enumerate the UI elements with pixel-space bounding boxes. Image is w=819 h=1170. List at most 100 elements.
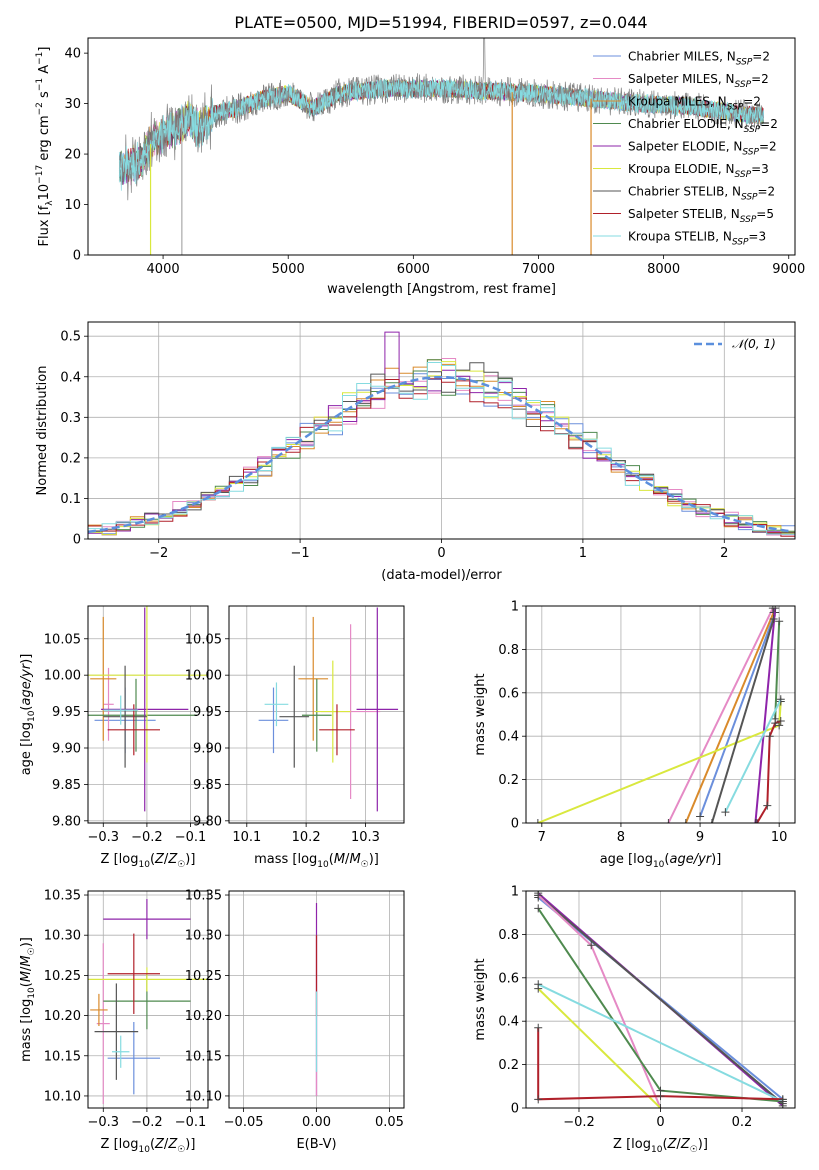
x-tick-label: 0.2 — [732, 1115, 753, 1130]
panel-cum-age: 7 8 9 10 0 0.2 0.4 0.6 0.8 1 age [log10(age/yr)] ma… — [473, 600, 796, 870]
mass-weight-line — [537, 983, 784, 1103]
y-tick-label: 0.6 — [498, 686, 519, 701]
panel-spectrum: 4000 5000 6000 7000 8000 9000 0 10 20 30 40 wavelen… — [35, 37, 805, 297]
y-tick-label: 10.30 — [44, 929, 81, 944]
legend-suffix: =2 — [759, 140, 777, 154]
y-tick-label: 0.2 — [498, 1058, 519, 1073]
y-tick-label: 9.85 — [193, 778, 222, 793]
spectrum-lines — [118, 38, 764, 255]
y-tick-label: 10.15 — [185, 1049, 222, 1064]
plus-marker — [751, 819, 760, 823]
y-axis-label: Normed distribution — [35, 366, 50, 496]
y-tick-label: 10.35 — [185, 889, 222, 904]
y-tick-label: 0.4 — [498, 730, 519, 745]
y-tick-label: 10.10 — [185, 1089, 222, 1104]
x-axis-label: (data-model)/error — [381, 568, 502, 583]
x-tick-label: 1 — [579, 546, 587, 561]
mass-weight-line — [684, 612, 775, 823]
y-tick-label: 10.05 — [185, 632, 222, 647]
legend-label: Salpeter STELIB, NSSP=5 — [628, 207, 774, 225]
mass-weight-lines — [534, 891, 787, 1108]
plus-marker — [776, 717, 785, 726]
figure-title: PLATE=0500, MJD=51994, FIBERID=0597, z=0… — [234, 13, 647, 32]
mass-weight-line — [537, 894, 662, 1108]
y-axis-label: mass [log10(M/M☉)] — [19, 937, 37, 1062]
legend: Chabrier MILES, NSSP=2 Salpeter MILES, NS… — [593, 50, 778, 248]
plus-marker — [771, 719, 780, 728]
x-tick-label: −1 — [291, 546, 310, 561]
legend-sub: SSP — [735, 80, 752, 90]
mass-weight-line — [724, 698, 782, 813]
plus-marker — [534, 904, 543, 913]
panel-residuals: −2 −1 0 1 2 0 0.1 0.2 0.3 0.4 0.5 𝒩(0, 1) (data-mode… — [35, 321, 796, 583]
x-axis-label: Z [log10(Z/Z☉)] — [101, 1137, 196, 1155]
legend-suffix: =2 — [752, 50, 770, 64]
y-tick-label: 0.8 — [498, 928, 519, 943]
x-tick-label: 9 — [696, 830, 704, 845]
plus-marker — [776, 695, 785, 704]
axes-frame — [525, 605, 796, 824]
legend-suffix: =3 — [748, 230, 766, 244]
x-tick-label: 4000 — [147, 262, 180, 277]
y-tick-label: 0.4 — [60, 370, 81, 385]
axes-frame — [228, 605, 405, 824]
panel-z-mass: −0.3 −0.2 −0.1 10.10 10.15 10.20 10.25 10.30 10.… — [19, 889, 209, 1155]
mass-weight-line — [537, 894, 784, 1105]
plus-marker — [533, 819, 542, 823]
errorbars — [88, 606, 208, 812]
x-tick-label: 10.1 — [232, 830, 261, 845]
x-tick-label: −0.1 — [175, 830, 207, 845]
mass-weight-line — [537, 1027, 783, 1101]
legend-suffix: =2 — [743, 95, 761, 109]
plus-marker — [765, 732, 774, 741]
y-tick-label: 0 — [511, 1102, 519, 1117]
axes-frame — [87, 605, 209, 824]
x-tick-label: 6000 — [397, 262, 430, 277]
y-tick-label: 9.90 — [193, 741, 222, 756]
x-tick-label: 0.00 — [302, 1115, 331, 1130]
y-tick-label: 10.25 — [44, 969, 81, 984]
x-axis-label: wavelength [Angstrom, rest frame] — [327, 282, 556, 297]
plus-marker — [664, 819, 673, 823]
plus-marker — [771, 606, 780, 613]
axes-frame — [87, 321, 796, 540]
plus-marker — [534, 891, 543, 900]
legend-label: Chabrier STELIB, NSSP=2 — [628, 185, 775, 203]
legend-suffix: =2 — [758, 185, 776, 199]
legend-label: Kroupa STELIB, NSSP=3 — [628, 230, 766, 248]
legend-sub: SSP — [727, 103, 744, 113]
x-tick-label: 10 — [771, 830, 788, 845]
y-tick-label: 10.20 — [44, 1009, 81, 1024]
legend-sub: SSP — [741, 193, 758, 203]
mass-weight-line — [710, 618, 775, 823]
y-tick-label: 1 — [511, 600, 519, 615]
mass-weight-line — [774, 621, 781, 719]
errorbars — [258, 607, 399, 812]
mass-weight-line — [699, 612, 777, 817]
y-tick-label: 0.2 — [60, 451, 81, 466]
plus-marker — [534, 1023, 543, 1032]
plus-marker — [721, 808, 730, 817]
plus-marker — [656, 1092, 665, 1101]
y-tick-label: 1 — [511, 885, 519, 900]
x-tick-label: 7 — [538, 830, 546, 845]
y-tick-label: 0.1 — [60, 492, 81, 507]
x-tick-label: 5000 — [272, 262, 305, 277]
x-tick-label: 10.2 — [292, 830, 321, 845]
panel-mass-age: 10.1 10.2 10.3 9.80 9.85 9.90 9.95 10.00 10.05 ma… — [185, 605, 405, 870]
y-tick-label: 9.90 — [52, 741, 81, 756]
y-tick-label: 10.00 — [44, 669, 81, 684]
legend-label: Chabrier ELODIE, NSSP=2 — [628, 117, 778, 135]
panel-z-age: −0.3 −0.2 −0.1 9.80 9.85 9.90 9.95 10.00 10.05 Z … — [19, 605, 209, 870]
x-tick-label: −0.3 — [87, 830, 119, 845]
x-tick-label: −0.2 — [131, 830, 163, 845]
axes-frame — [228, 890, 405, 1109]
y-tick-label: 9.95 — [52, 705, 81, 720]
plus-marker — [775, 617, 784, 626]
plus-marker — [587, 941, 596, 950]
x-tick-label: −0.3 — [87, 1115, 119, 1130]
y-tick-label: 10.15 — [44, 1049, 81, 1064]
x-tick-label: 9000 — [772, 262, 805, 277]
legend-sub: SSP — [742, 148, 759, 158]
x-tick-label: 0 — [437, 546, 445, 561]
